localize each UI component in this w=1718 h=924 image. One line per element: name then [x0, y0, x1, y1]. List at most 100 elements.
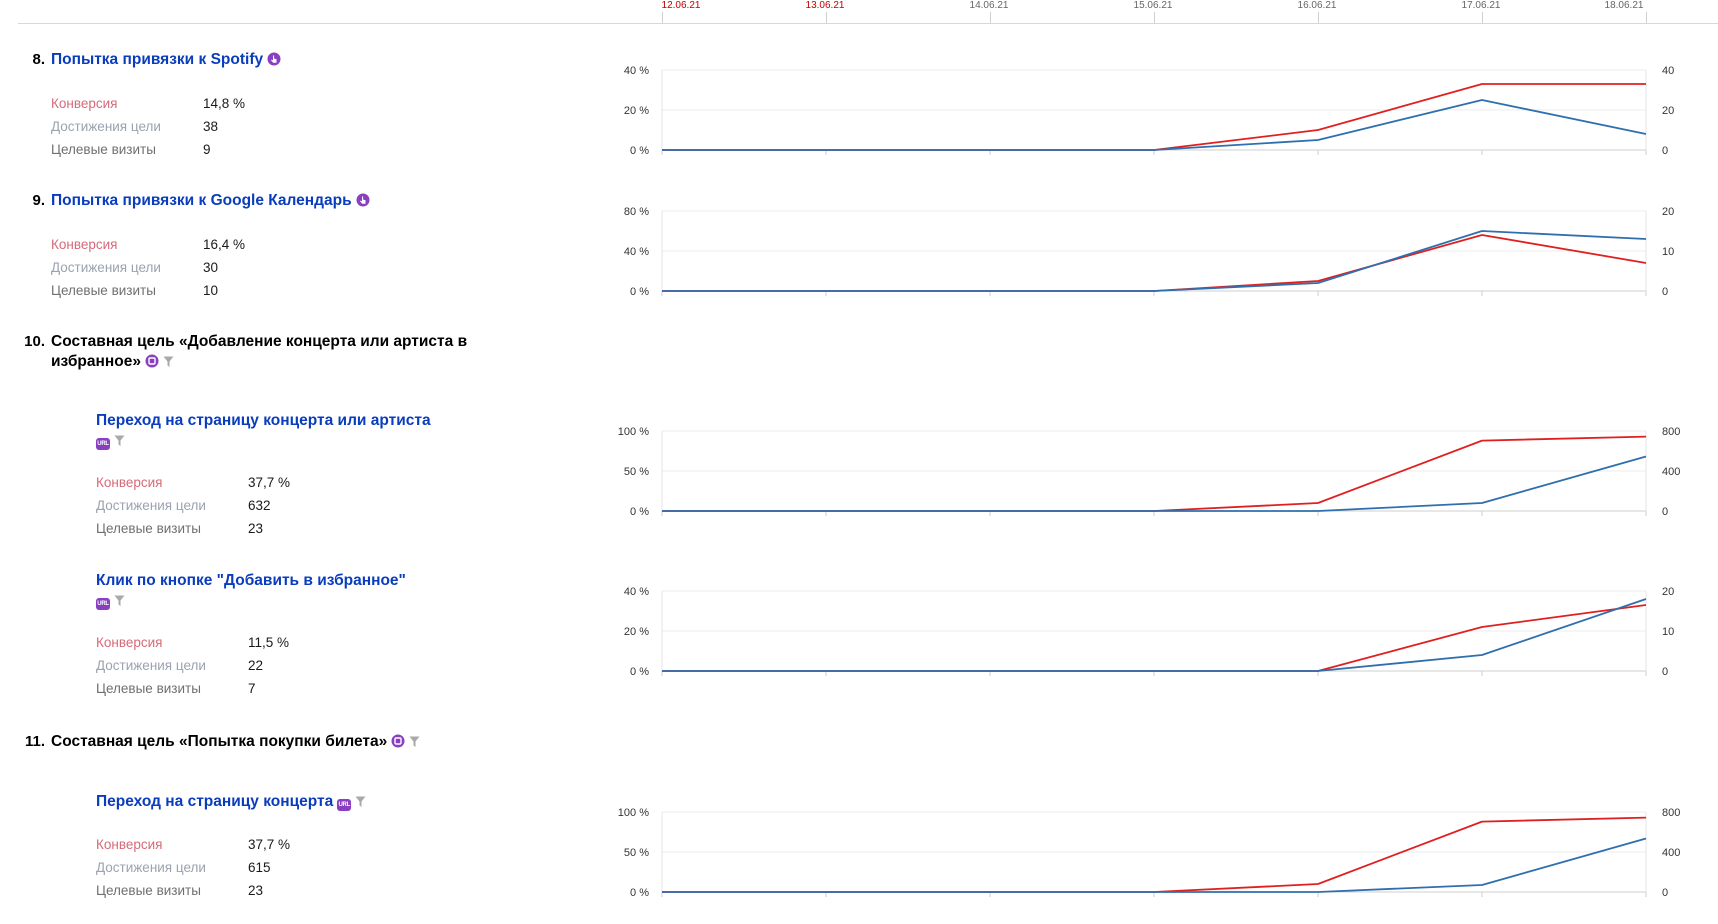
right-tick-label: 0	[1662, 145, 1668, 157]
step-11-1-chart: 0 % 50 % 100 % 0 400 800	[605, 804, 1718, 900]
left-tick-label: 20 %	[624, 626, 649, 638]
right-tick-label: 400	[1662, 847, 1680, 859]
reaches-value: 30	[203, 260, 219, 275]
goal-title-line-2: избранное»	[51, 352, 467, 374]
filter-icon[interactable]	[114, 593, 125, 613]
reaches-value: 615	[248, 860, 271, 875]
visits-value: 9	[203, 142, 211, 157]
right-tick-label: 10	[1662, 626, 1674, 638]
goal-9-chart: 0 % 40 % 80 % 0 10 20	[605, 203, 1718, 299]
right-tick-label: 800	[1662, 426, 1680, 438]
reaches-label: Достижения цели	[96, 860, 206, 875]
date-tick	[990, 12, 991, 23]
left-tick-label: 0 %	[630, 506, 649, 518]
visits-value: 23	[248, 521, 264, 536]
step-10-2-chart: 0 % 20 % 40 % 0 10 20	[605, 583, 1718, 679]
date-label: 15.06.21	[1133, 0, 1173, 11]
url-icon: URL	[96, 598, 110, 610]
date-tick	[662, 12, 663, 23]
visits-value: 10	[203, 283, 219, 298]
step-title-link[interactable]: Переход на страницу концерта или артиста…	[96, 411, 496, 451]
goal-title-link[interactable]: Попытка привязки к Spotify	[51, 50, 281, 72]
line-chart: 0 % 40 % 80 % 0 10 20	[624, 206, 1674, 298]
right-tick-label: 0	[1662, 506, 1668, 518]
reaches-series-line	[662, 230, 1647, 292]
right-tick-label: 800	[1662, 807, 1680, 819]
step-10-1-chart: 0 % 50 % 100 % 0 400 800	[605, 423, 1718, 519]
reaches-value: 22	[248, 658, 264, 673]
line-chart: 0 % 50 % 100 % 0 400 800	[618, 426, 1681, 518]
goal-number: 10.	[24, 333, 45, 350]
conversion-series-line	[662, 435, 1647, 512]
date-label: 17.06.21	[1461, 0, 1501, 11]
step-icons: URL	[96, 591, 496, 611]
conversion-value: 16,4 %	[203, 237, 246, 252]
step-title-text: Переход на страницу концерта	[96, 793, 334, 810]
goal-number: 9.	[32, 192, 45, 209]
right-tick-label: 10	[1662, 246, 1674, 258]
filter-icon[interactable]	[163, 354, 174, 374]
left-tick-label: 0 %	[630, 887, 649, 899]
goal-title: Составная цель «Добавление концерта или …	[51, 332, 467, 374]
goal-title-text: избранное»	[51, 353, 141, 370]
filter-icon[interactable]	[409, 734, 420, 754]
left-tick-label: 0 %	[630, 145, 649, 157]
conversion-value: 14,8 %	[203, 96, 246, 111]
date-label: 13.06.21	[805, 0, 845, 11]
reaches-series-line	[662, 455, 1647, 512]
goal-number: 8.	[32, 51, 45, 68]
visits-label: Целевые визиты	[51, 142, 156, 157]
date-label: 12.06.21	[661, 0, 701, 11]
visits-label: Целевые визиты	[96, 681, 201, 696]
date-label: 18.06.21	[1604, 0, 1644, 11]
composite-goal-icon	[391, 734, 405, 754]
conversion-value: 37,7 %	[248, 837, 291, 852]
right-tick-label: 0	[1662, 286, 1668, 298]
filter-icon[interactable]	[114, 433, 125, 453]
step-title-link[interactable]: Переход на страницу концерта URL	[96, 792, 366, 814]
line-chart: 0 % 50 % 100 % 0 400 800	[618, 807, 1681, 899]
goal-title-text: Составная цель «Попытка покупки билета»	[51, 733, 388, 750]
right-tick-label: 20	[1662, 586, 1674, 598]
date-label: 16.06.21	[1297, 0, 1337, 11]
left-tick-label: 40 %	[624, 586, 649, 598]
reaches-label: Достижения цели	[51, 260, 161, 275]
date-tick	[1646, 12, 1647, 23]
date-tick	[1318, 12, 1319, 23]
goal-title-link[interactable]: Попытка привязки к Google Календарь	[51, 191, 370, 213]
step-title-text: Клик по кнопке "Добавить в избранное"	[96, 572, 406, 589]
goal-title-text: Попытка привязки к Spotify	[51, 51, 264, 68]
conversion-series-line	[662, 604, 1647, 672]
date-tick	[1482, 12, 1483, 23]
axis-divider	[18, 23, 1718, 24]
left-tick-label: 50 %	[624, 847, 649, 859]
reaches-series-line	[662, 598, 1647, 672]
right-tick-label: 20	[1662, 105, 1674, 117]
reaches-value: 38	[203, 119, 219, 134]
left-tick-label: 0 %	[630, 286, 649, 298]
reaches-label: Достижения цели	[96, 498, 206, 513]
left-tick-label: 0 %	[630, 666, 649, 678]
visits-label: Целевые визиты	[96, 521, 201, 536]
date-label: 14.06.21	[969, 0, 1009, 11]
url-icon: URL	[96, 438, 110, 450]
goal-title: Составная цель «Попытка покупки билета»	[51, 732, 420, 754]
goal-8-chart: 0 % 20 % 40 % 0 20 40	[605, 62, 1718, 158]
left-tick-label: 20 %	[624, 105, 649, 117]
filter-icon[interactable]	[355, 794, 366, 814]
right-tick-label: 0	[1662, 666, 1668, 678]
reaches-series-line	[662, 837, 1647, 893]
visits-label: Целевые визиты	[51, 283, 156, 298]
reaches-value: 632	[248, 498, 271, 513]
goal-title-line: Составная цель «Добавление концерта или …	[51, 333, 468, 350]
visits-value: 7	[248, 681, 256, 696]
left-tick-label: 100 %	[618, 807, 649, 819]
conversion-label: Конверсия	[51, 237, 118, 252]
step-title-link[interactable]: Клик по кнопке "Добавить в избранное" UR…	[96, 571, 496, 611]
conversion-value: 11,5 %	[248, 635, 290, 650]
left-tick-label: 50 %	[624, 466, 649, 478]
left-tick-label: 40 %	[624, 246, 649, 258]
conversion-label: Конверсия	[96, 635, 163, 650]
left-tick-label: 80 %	[624, 206, 649, 218]
click-icon	[356, 193, 370, 213]
